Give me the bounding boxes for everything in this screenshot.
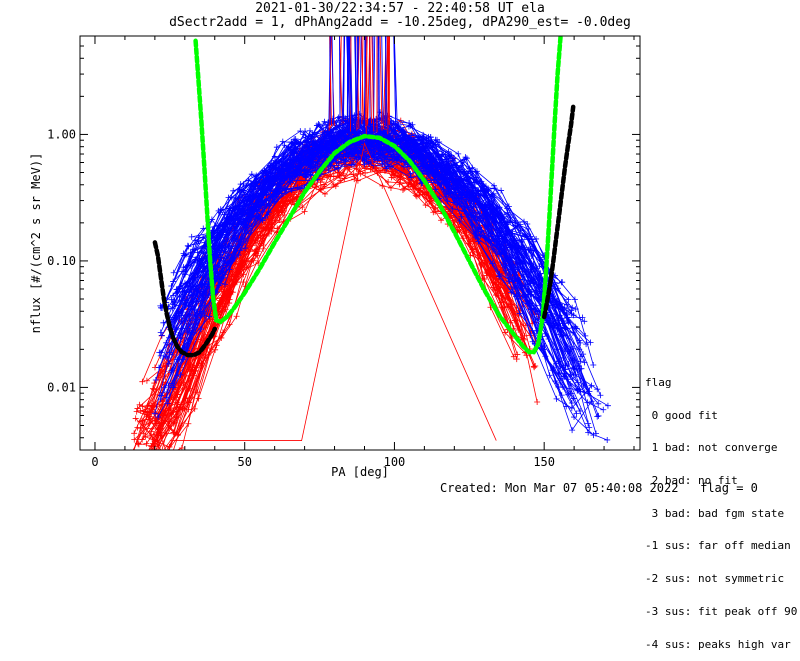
spectrum-point: [152, 453, 158, 459]
spectrum-point: [130, 450, 136, 456]
spectrum-point: [158, 450, 164, 456]
spectrum-point: [143, 467, 149, 473]
spectrum-point: [129, 452, 135, 458]
spectrum-point: [139, 379, 145, 385]
spectrum-point: [160, 320, 166, 326]
spectrum-point: [585, 421, 591, 427]
spectrum-point: [594, 414, 600, 420]
spectrum-point: [141, 466, 147, 472]
legend-entry: 0 good fit: [645, 411, 797, 422]
legend-entry: 3 bad: bad fgm state: [645, 509, 797, 520]
spectrum-point: [585, 429, 591, 435]
spectrum-spike: [332, 36, 334, 121]
spectrum-spike: [360, 36, 361, 127]
spectrum-point: [559, 279, 565, 285]
legend-entry: -3 sus: fit peak off 90: [645, 607, 797, 618]
spectrum-point: [385, 179, 391, 185]
legend-entry: -4 sus: peaks high var: [645, 640, 797, 651]
spectrum-point: [144, 450, 150, 456]
spectrum-point: [143, 452, 149, 458]
spectrum-point: [498, 188, 504, 194]
created-timestamp: Created: Mon Mar 07 05:40:08 2022: [440, 481, 678, 495]
spectrum-point: [597, 392, 603, 398]
spectrum-point: [185, 243, 191, 249]
spectrum-point: [150, 458, 156, 464]
spectrum-point: [156, 457, 162, 463]
y-axis-label: nflux [#/(cm^2 s sr MeV)]: [29, 153, 43, 334]
y-tick-label: 0.01: [47, 380, 76, 394]
spectrum-point: [131, 430, 137, 436]
spectrum-point: [159, 454, 165, 460]
flag-readout: flag = 0: [700, 481, 758, 495]
spectrum-point: [134, 409, 140, 415]
spectrum-point: [234, 313, 240, 319]
spectrum-point: [534, 399, 540, 405]
spectrum-point: [593, 431, 599, 437]
x-tick-label: 0: [91, 455, 98, 469]
legend-title: flag: [645, 378, 797, 389]
y-tick-label: 1.00: [47, 127, 76, 141]
spectrum-point: [554, 396, 560, 402]
spectrum-point: [151, 380, 157, 386]
spectrum-point: [590, 362, 596, 368]
spectrum-point: [189, 234, 195, 240]
x-tick-label: 150: [533, 455, 555, 469]
spectrum-point: [531, 364, 537, 370]
spectrum-point: [142, 466, 148, 472]
flag-legend: flag 0 good fit 1 bad: not converge 2 ba…: [645, 356, 797, 661]
spectrum-point: [159, 332, 165, 338]
x-tick-label: 50: [237, 455, 251, 469]
x-axis-label: PA [deg]: [331, 465, 389, 479]
legend-entry: -1 sus: far off median: [645, 541, 797, 552]
spectrum-point: [438, 217, 444, 223]
spectrum-point: [148, 463, 154, 469]
spectrum-point: [569, 427, 575, 433]
spectrum-point: [154, 463, 160, 469]
legend-entry: -2 sus: not symmetric: [645, 574, 797, 585]
spectrum-point: [143, 459, 149, 465]
spectrum-point: [128, 452, 134, 458]
footer: Created: Mon Mar 07 05:40:08 2022 flag =…: [440, 481, 758, 495]
spectrum-spike: [339, 36, 340, 128]
spectrum-point: [604, 437, 610, 443]
y-tick-label: 0.10: [47, 254, 76, 268]
spectrum-point: [162, 453, 168, 459]
spectrum-point: [605, 403, 611, 409]
legend-entry: 1 bad: not converge: [645, 443, 797, 454]
spectrum-point: [230, 188, 236, 194]
spectrum-point: [600, 407, 606, 413]
spectrum-point: [455, 151, 461, 157]
spectrum-point: [167, 458, 173, 464]
